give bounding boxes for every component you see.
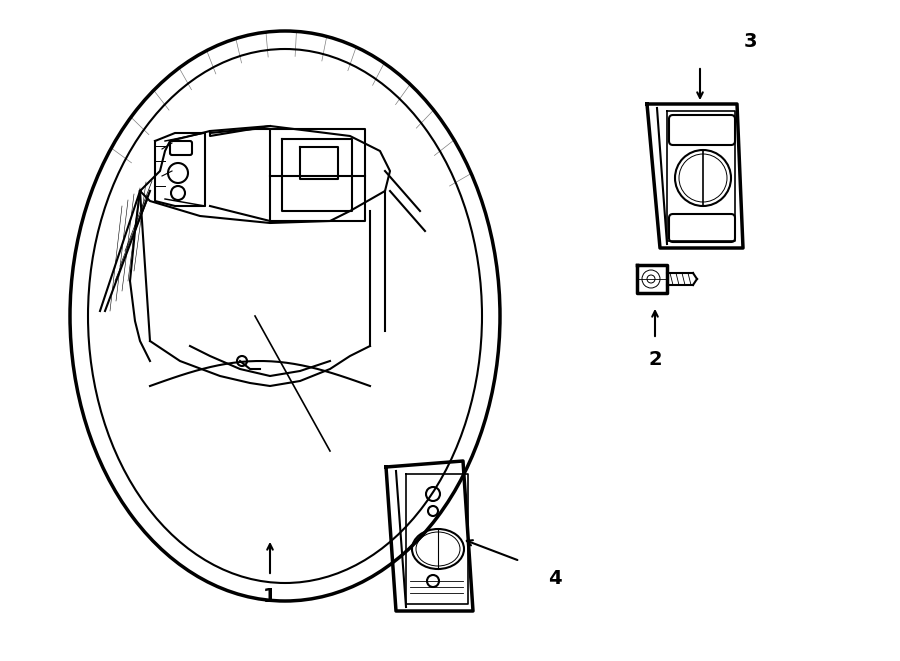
Text: 2: 2	[648, 350, 662, 368]
Text: 3: 3	[743, 32, 757, 50]
Text: 1: 1	[263, 586, 277, 605]
Text: 4: 4	[548, 570, 562, 588]
